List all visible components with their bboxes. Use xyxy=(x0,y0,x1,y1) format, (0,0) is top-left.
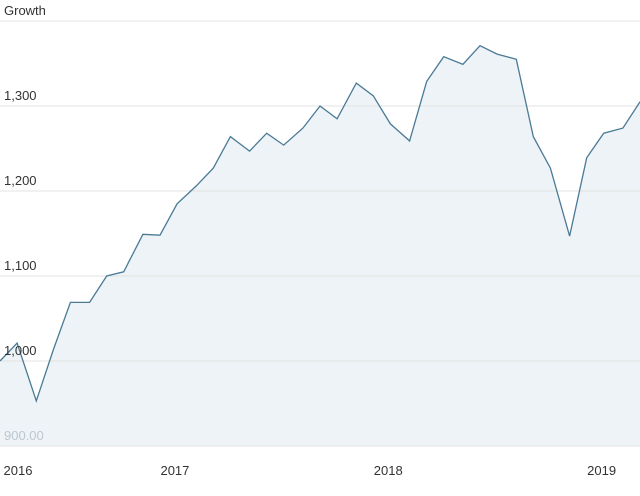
x-tick-label: 2016 xyxy=(4,463,33,478)
line xyxy=(0,44,640,403)
y-tick-label: 1,200 xyxy=(4,173,37,188)
area-fill xyxy=(0,45,640,446)
y-tick-label: 900.00 xyxy=(4,428,44,443)
chart-title: Growth xyxy=(4,3,46,18)
x-tick-label: 2017 xyxy=(160,463,189,478)
x-tick-label: 2018 xyxy=(374,463,403,478)
y-tick-label: 1,000 xyxy=(4,343,37,358)
y-tick-label: 1,100 xyxy=(4,258,37,273)
x-tick-label: 2019 xyxy=(587,463,616,478)
y-tick-label: 1,300 xyxy=(4,88,37,103)
